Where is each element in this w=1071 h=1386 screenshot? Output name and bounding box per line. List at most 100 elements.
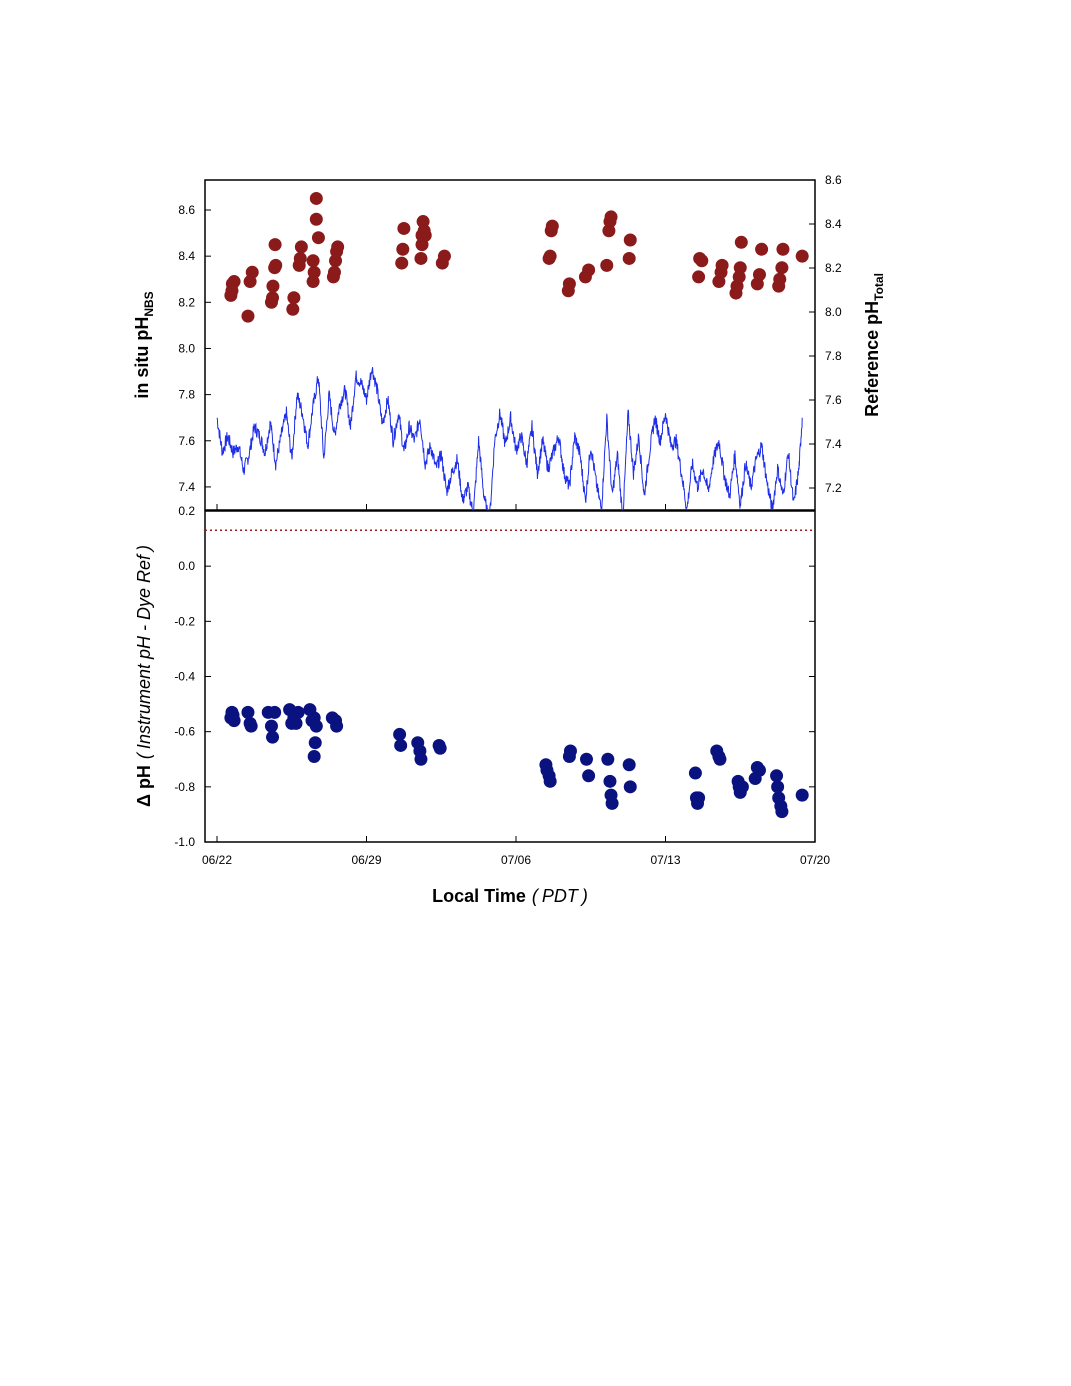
bottom-left-tick-label: -0.2 [174, 614, 195, 628]
reference-ph-point [266, 279, 280, 293]
delta-ph-point [688, 766, 702, 780]
reference-ph-point [622, 251, 636, 265]
reference-ph-point [395, 256, 409, 270]
reference-ph-point [294, 240, 308, 254]
reference-ph-point [293, 251, 307, 265]
delta-ph-point [623, 780, 637, 794]
delta-ph-point [795, 788, 809, 802]
top-left-axis-title: in situ pHNBS [132, 291, 156, 398]
delta-ph-point [563, 744, 577, 758]
delta-ph-point [713, 752, 727, 766]
delta-ph-point [227, 714, 241, 728]
reference-ph-point [311, 231, 325, 245]
reference-ph-point [307, 265, 321, 279]
x-tick-label: 06/29 [351, 853, 381, 867]
reference-ph-point [396, 242, 410, 256]
delta-ph-point [582, 769, 596, 783]
bottom-left-tick-label: 0.2 [178, 504, 195, 518]
top-right-tick-label: 8.6 [825, 173, 842, 187]
delta-ph-point [266, 730, 280, 744]
bottom-left-tick-label: -1.0 [174, 835, 195, 849]
reference-ph-point [327, 265, 341, 279]
reference-ph-point [795, 249, 809, 263]
delta-ph-point [735, 780, 749, 794]
reference-ph-point [623, 233, 637, 247]
delta-ph-point [264, 719, 278, 733]
x-axis-title: Local Time(PDT) [432, 886, 588, 906]
bottom-left-tick-label: -0.8 [174, 780, 195, 794]
x-axis: 06/22 06/29 07/06 07/13 07/20 [202, 504, 830, 867]
bottom-left-tick-label: -0.6 [174, 725, 195, 739]
reference-ph-point [286, 302, 300, 316]
top-right-tick-label: 7.4 [825, 437, 842, 451]
reference-ph-point [582, 263, 596, 277]
reference-ph-point [752, 268, 766, 282]
top-plot-frame [204, 179, 816, 511]
top-line-series [216, 367, 803, 512]
delta-ph-point [394, 738, 408, 752]
reference-ph-point [755, 242, 769, 256]
top-scatter-series [224, 191, 809, 323]
top-right-tick-label: 7.8 [825, 349, 842, 363]
delta-ph-point [752, 763, 766, 777]
top-left-tick-label: 8.6 [178, 203, 195, 217]
delta-ph-point [309, 719, 323, 733]
delta-ph-point [241, 705, 255, 719]
top-right-tick-label: 8.0 [825, 305, 842, 319]
delta-ph-point [414, 752, 428, 766]
x-tick-label: 07/06 [501, 853, 531, 867]
reference-ph-point [775, 261, 789, 275]
top-left-tick-label: 7.4 [178, 480, 195, 494]
top-left-axis: 7.4 7.6 7.8 8.0 8.2 8.4 8.6 [178, 203, 211, 494]
delta-ph-point [307, 749, 321, 763]
delta-ph-point [289, 716, 303, 730]
bottom-y-axis-title: Δ pH(Instrument pH - Dye Ref) [134, 545, 154, 807]
reference-ph-point [437, 249, 451, 263]
reference-ph-point [309, 212, 323, 226]
x-tick-label: 07/20 [800, 853, 830, 867]
reference-ph-point [734, 235, 748, 249]
top-right-tick-label: 7.2 [825, 481, 842, 495]
reference-ph-point [414, 251, 428, 265]
reference-ph-point [600, 258, 614, 272]
reference-ph-point [306, 254, 320, 268]
delta-ph-point [579, 752, 593, 766]
top-right-tick-label: 8.2 [825, 261, 842, 275]
top-left-tick-label: 8.2 [178, 295, 195, 309]
delta-ph-point [601, 752, 615, 766]
reference-ph-point [309, 191, 323, 205]
delta-ph-point [605, 796, 619, 810]
bottom-panel: -1.0 -0.8 -0.6 -0.4 -0.2 0.0 0.2 06/22 06/29 07/… [134, 504, 830, 906]
delta-ph-point [433, 741, 447, 755]
bottom-left-tick-label: 0.0 [178, 559, 195, 573]
top-left-tick-label: 8.4 [178, 249, 195, 263]
delta-ph-point [308, 736, 322, 750]
top-right-axis-title: Reference pHTotal [862, 273, 886, 417]
delta-ph-point [622, 758, 636, 772]
reference-ph-point [287, 291, 301, 305]
reference-ph-point [604, 210, 618, 224]
bottom-scatter-series [224, 703, 809, 819]
reference-ph-point [776, 242, 790, 256]
top-panel: 7.4 7.6 7.8 8.0 8.2 8.4 8.6 7.2 7.4 7.6 7.8 8.0 8.2… [132, 173, 886, 512]
reference-ph-point [692, 270, 706, 284]
x-tick-label: 07/13 [650, 853, 680, 867]
reference-ph-point [695, 254, 709, 268]
reference-ph-point [418, 228, 432, 242]
reference-ph-point [245, 265, 259, 279]
top-right-tick-label: 7.6 [825, 393, 842, 407]
delta-ph-point [543, 774, 557, 788]
reference-ph-point [225, 284, 239, 298]
top-left-tick-label: 7.6 [178, 434, 195, 448]
delta-ph-point [244, 719, 258, 733]
delta-ph-point [603, 774, 617, 788]
delta-ph-point [771, 780, 785, 794]
reference-ph-point [543, 249, 557, 263]
reference-ph-point [266, 291, 280, 305]
top-left-tick-label: 7.8 [178, 388, 195, 402]
bottom-left-axis: -1.0 -0.8 -0.6 -0.4 -0.2 0.0 0.2 [174, 504, 815, 849]
reference-ph-point [241, 309, 255, 323]
reference-ph-point [733, 261, 747, 275]
delta-ph-point [775, 805, 789, 819]
reference-ph-point [773, 272, 787, 286]
